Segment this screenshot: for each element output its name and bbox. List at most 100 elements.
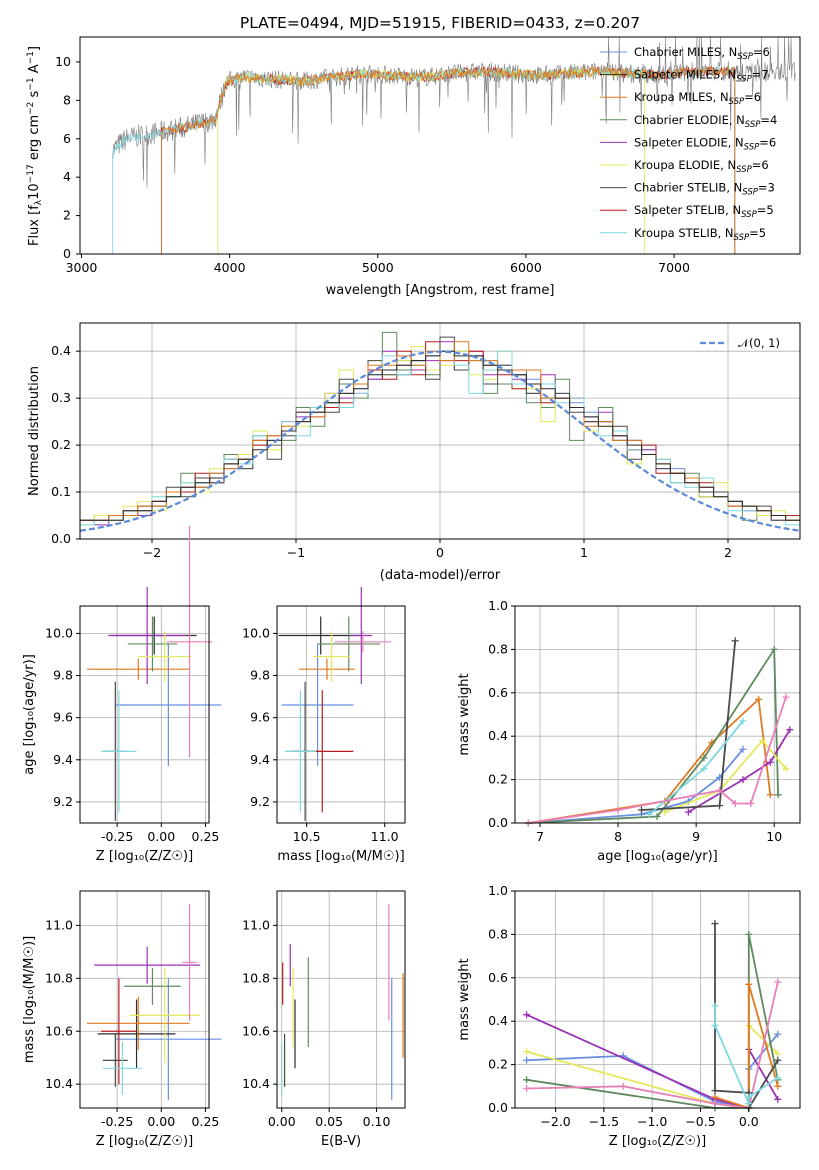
panel-xlabel: E(B-V)	[321, 1134, 361, 1149]
ytick-label: 0.0	[488, 1100, 508, 1115]
normal-legend-label: 𝒩(0, 1)	[738, 336, 780, 350]
legend-label-post: =7	[752, 68, 769, 82]
age-vs-metallicity-panel: -0.25 0.00 0.25 9.2 9.4 9.6 9.8 10.0 Z [log₁₀(Z/…	[22, 525, 222, 864]
ytick-label: 1.0	[488, 598, 508, 613]
xtick-label: 0.05	[315, 1114, 343, 1129]
weight-marker	[637, 806, 645, 814]
legend-label-sub: SSP	[742, 188, 758, 198]
legend-label: Salpeter STELIB, NSSP=5	[634, 203, 774, 220]
spectrum-xtick-label: 7000	[658, 260, 690, 275]
legend-label-sub: SSP	[745, 120, 761, 130]
ytick-label: 0.4	[488, 728, 508, 743]
histogram-xtick-label: 2	[724, 545, 732, 560]
weight-marker	[614, 806, 622, 814]
panel-xlabel: age [log₁₀(age/yr)]	[597, 849, 718, 864]
legend-label: Chabrier STELIB, NSSP=3	[634, 181, 775, 198]
histogram-xtick-label: 0	[436, 545, 444, 560]
weight-marker	[523, 1076, 531, 1084]
histogram-xtick-label: −1	[287, 545, 305, 560]
histogram-ytick-label: 0.3	[51, 390, 71, 405]
ytick-label: 9.6	[53, 710, 73, 725]
legend-label-post: =5	[757, 203, 774, 217]
ytick-label: 10.6	[242, 1023, 270, 1038]
weight-marker	[523, 1011, 531, 1019]
weight-marker	[523, 1048, 531, 1056]
histogram-x-ticks: −2 −1 0 1 2	[143, 539, 732, 560]
xtick-label: 11.0	[371, 829, 399, 844]
legend-label-text: Salpeter ELODIE, N	[634, 135, 744, 149]
legend-label-sub: SSP	[741, 210, 757, 220]
normal-distribution-curve	[79, 350, 801, 532]
legend-label: Chabrier MILES, NSSP=6	[634, 45, 770, 62]
weight-marker	[731, 637, 739, 645]
weight-marker	[766, 791, 774, 799]
ytick-label: 0.8	[488, 926, 508, 941]
weight-series-line	[687, 729, 791, 813]
ytick-label: 0.2	[488, 772, 508, 787]
spectrum-plot-area	[112, 36, 796, 254]
ytick-label: 10.8	[45, 970, 73, 985]
panel-plot-area	[87, 904, 222, 1101]
spectrum-ytick-label: 0	[63, 246, 71, 261]
histogram-xlabel: (data-model)/error	[380, 568, 501, 583]
weight-marker	[774, 1095, 782, 1103]
age-vs-mass-panel: 10.5 11.0 9.2 9.4 9.6 9.8 10.0 mass [log₁₀(M/M☉…	[242, 587, 406, 864]
legend-label: Salpeter ELODIE, NSSP=6	[634, 135, 776, 152]
weight-series-line	[526, 1033, 779, 1110]
weight-marker	[739, 717, 747, 725]
ytick-label: 9.2	[250, 794, 270, 809]
ytick-label: 10.0	[45, 625, 73, 640]
spectrum-xtick-label: 5000	[362, 260, 394, 275]
spectrum-xtick-label: 6000	[510, 260, 542, 275]
histogram-ytick-label: 0.4	[51, 343, 71, 358]
weight-series-line	[641, 640, 737, 811]
weight-marker	[782, 765, 790, 773]
panel-grid	[80, 606, 209, 823]
weight-marker	[731, 799, 739, 807]
weight-marker	[711, 1093, 719, 1101]
spectrum-xtick-label: 3000	[66, 260, 98, 275]
legend-label-text: Chabrier STELIB, N	[634, 181, 742, 195]
xtick-label: 0.25	[192, 829, 220, 844]
spectrum-panel: 3000 4000 5000 6000 7000 0 2 4 6 8 10 wavelength …	[26, 36, 801, 298]
ytick-label: 0.2	[488, 1057, 508, 1072]
ytick-label: 10.6	[45, 1023, 73, 1038]
xtick-label: 8	[614, 829, 622, 844]
weight-marker	[745, 1093, 753, 1101]
legend-label-sub: SSP	[736, 165, 752, 175]
weight-marker	[774, 1074, 782, 1082]
xtick-label: 0.25	[192, 1114, 220, 1129]
weight-marker	[774, 791, 782, 799]
weight-marker	[774, 1030, 782, 1038]
histogram-ylabel: Normed distribution	[27, 366, 42, 496]
panel-ylabel: mass weight	[457, 958, 472, 1040]
ytick-label: 9.4	[250, 752, 270, 767]
xtick-label: −1.5	[589, 1114, 619, 1129]
legend-label-text: Kroupa STELIB, N	[634, 226, 734, 240]
legend-label-post: =6	[752, 158, 769, 172]
spectrum-ytick-label: 10	[55, 54, 71, 69]
panel-frame	[514, 890, 801, 1109]
ytick-label: 10.4	[242, 1076, 270, 1091]
xtick-label: 10	[766, 829, 782, 844]
legend-label-text: Chabrier MILES, N	[634, 45, 737, 59]
legend-label-text: Kroupa ELODIE, N	[634, 158, 736, 172]
legend-label-sub: SSP	[729, 97, 745, 107]
ytick-label: 10.4	[45, 1076, 73, 1091]
legend-label-post: =5	[749, 226, 766, 240]
spectrum-x-ticks: 3000 4000 5000 6000 7000	[66, 254, 690, 275]
histogram-y-ticks: 0.0 0.1 0.2 0.3 0.4	[51, 343, 80, 546]
ytick-label: 0.4	[488, 1013, 508, 1028]
ytick-label: 10.8	[242, 970, 270, 985]
ytick-label: 0.8	[488, 641, 508, 656]
xtick-label: 7	[536, 829, 544, 844]
legend-label-text: Chabrier ELODIE, N	[634, 113, 745, 127]
legend-label-sub: SSP	[736, 75, 752, 85]
xtick-label: 9	[692, 829, 700, 844]
panel-grid	[515, 605, 800, 824]
weight-marker	[774, 1082, 782, 1090]
ytick-label: 10.0	[242, 625, 270, 640]
legend-label-post: =4	[760, 113, 777, 127]
